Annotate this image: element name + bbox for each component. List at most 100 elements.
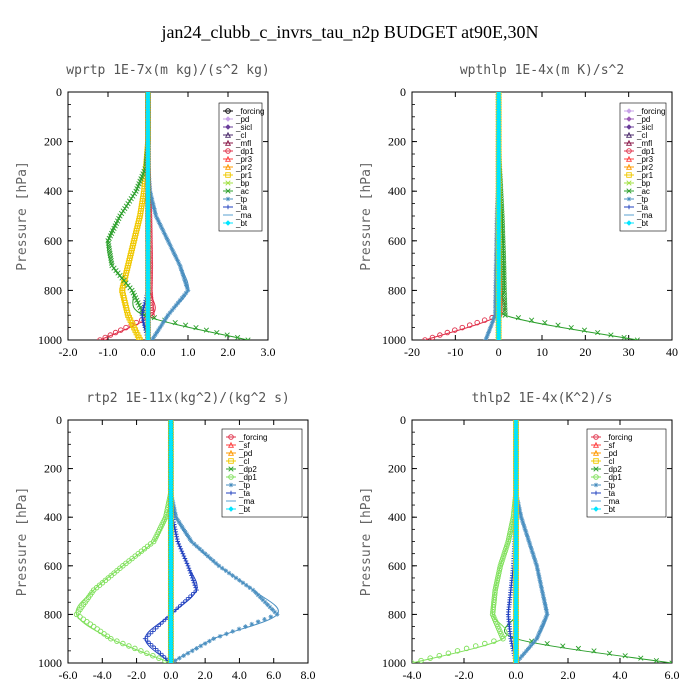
legend-label: _ma bbox=[238, 497, 255, 506]
series-point bbox=[245, 337, 251, 340]
series-point bbox=[274, 612, 280, 617]
series-point bbox=[187, 536, 193, 542]
series-point bbox=[180, 270, 185, 276]
series-point bbox=[160, 653, 166, 659]
series-point bbox=[538, 582, 544, 588]
legend: _forcing_sf_pd_cl_dp2_dp1_tp_ta_ma_bt bbox=[221, 428, 303, 518]
series-point bbox=[158, 223, 164, 229]
x-tick-label: -2.0 bbox=[455, 668, 474, 682]
series-point bbox=[538, 626, 544, 632]
series-point bbox=[422, 337, 428, 340]
series-point bbox=[194, 646, 199, 651]
legend-label: _dp2 bbox=[238, 465, 257, 474]
series-point bbox=[581, 327, 588, 333]
series-point bbox=[481, 317, 488, 323]
series-point bbox=[208, 556, 213, 561]
series-point bbox=[502, 310, 508, 316]
series-point bbox=[147, 641, 153, 646]
series-point bbox=[560, 643, 566, 649]
series-point bbox=[542, 602, 548, 607]
series-point bbox=[139, 312, 145, 318]
x-tick-label: 2.0 bbox=[198, 668, 213, 682]
series-point bbox=[534, 636, 540, 641]
series-point bbox=[163, 233, 168, 239]
series-point bbox=[508, 636, 514, 641]
series-point bbox=[175, 539, 181, 544]
series-point bbox=[539, 587, 545, 593]
series-point bbox=[544, 609, 549, 615]
series-point bbox=[211, 558, 216, 564]
x-tick-label: -6.0 bbox=[59, 668, 78, 682]
series-point bbox=[516, 505, 522, 510]
series-point bbox=[217, 633, 223, 639]
series-point bbox=[541, 619, 547, 624]
series-point bbox=[237, 578, 242, 583]
series-point bbox=[185, 288, 191, 293]
legend-marker bbox=[228, 490, 234, 496]
series-point bbox=[427, 655, 433, 661]
series-point bbox=[498, 560, 504, 567]
x-tick-label: -4.0 bbox=[403, 668, 422, 682]
series-point bbox=[169, 245, 174, 251]
series-point bbox=[178, 546, 184, 552]
series-point bbox=[200, 548, 205, 554]
series-point bbox=[193, 324, 199, 331]
series-point bbox=[163, 616, 169, 622]
legend-marker bbox=[228, 458, 234, 464]
legend-marker bbox=[626, 148, 632, 154]
y-tick-label: 200 bbox=[44, 462, 62, 476]
legend-label: _tp bbox=[238, 481, 251, 490]
series-point bbox=[537, 629, 543, 634]
series-point bbox=[182, 556, 188, 561]
series-point bbox=[207, 638, 212, 644]
series-point bbox=[157, 325, 163, 330]
series-point bbox=[496, 567, 503, 574]
series-point bbox=[528, 643, 533, 649]
series-point bbox=[158, 621, 163, 627]
series-point bbox=[213, 561, 219, 566]
series-point bbox=[250, 587, 256, 593]
series-point bbox=[216, 563, 222, 569]
series-point bbox=[152, 332, 158, 338]
series-point bbox=[205, 553, 211, 559]
legend-label: _forcing bbox=[636, 107, 665, 116]
series-point bbox=[178, 265, 184, 271]
legend-label: _mfl bbox=[636, 139, 652, 148]
series-point bbox=[144, 650, 150, 657]
series-point bbox=[203, 327, 210, 333]
series-point bbox=[495, 337, 502, 340]
series-point bbox=[122, 205, 128, 212]
series-point bbox=[223, 568, 229, 573]
series-point bbox=[483, 337, 488, 340]
series-point bbox=[501, 550, 508, 557]
series-point bbox=[537, 575, 542, 581]
series-point bbox=[105, 575, 112, 581]
series-point bbox=[497, 563, 504, 569]
series-point bbox=[444, 329, 451, 336]
legend-label: _ta bbox=[238, 489, 251, 498]
x-tick-label: -20 bbox=[404, 345, 420, 359]
series-point bbox=[168, 660, 174, 663]
series-point bbox=[526, 646, 531, 651]
x-tick-label: -1.0 bbox=[99, 345, 118, 359]
series-point bbox=[501, 292, 508, 298]
series-point bbox=[172, 510, 178, 515]
series-point bbox=[156, 218, 161, 224]
legend-marker bbox=[225, 204, 231, 210]
series-point bbox=[219, 565, 225, 571]
series-point bbox=[500, 553, 507, 559]
x-tick-label: 4.0 bbox=[232, 668, 247, 682]
series-point bbox=[517, 507, 522, 513]
series-point bbox=[253, 590, 258, 595]
series-point bbox=[543, 604, 548, 610]
legend-label: _bp bbox=[235, 179, 250, 188]
series-point bbox=[175, 517, 180, 522]
series-point bbox=[249, 621, 255, 627]
series-point bbox=[149, 196, 155, 201]
series-point bbox=[133, 188, 139, 194]
x-tick-label: 3.0 bbox=[261, 345, 276, 359]
series-point bbox=[522, 650, 527, 656]
series-point bbox=[501, 295, 508, 301]
legend-marker bbox=[225, 148, 231, 154]
